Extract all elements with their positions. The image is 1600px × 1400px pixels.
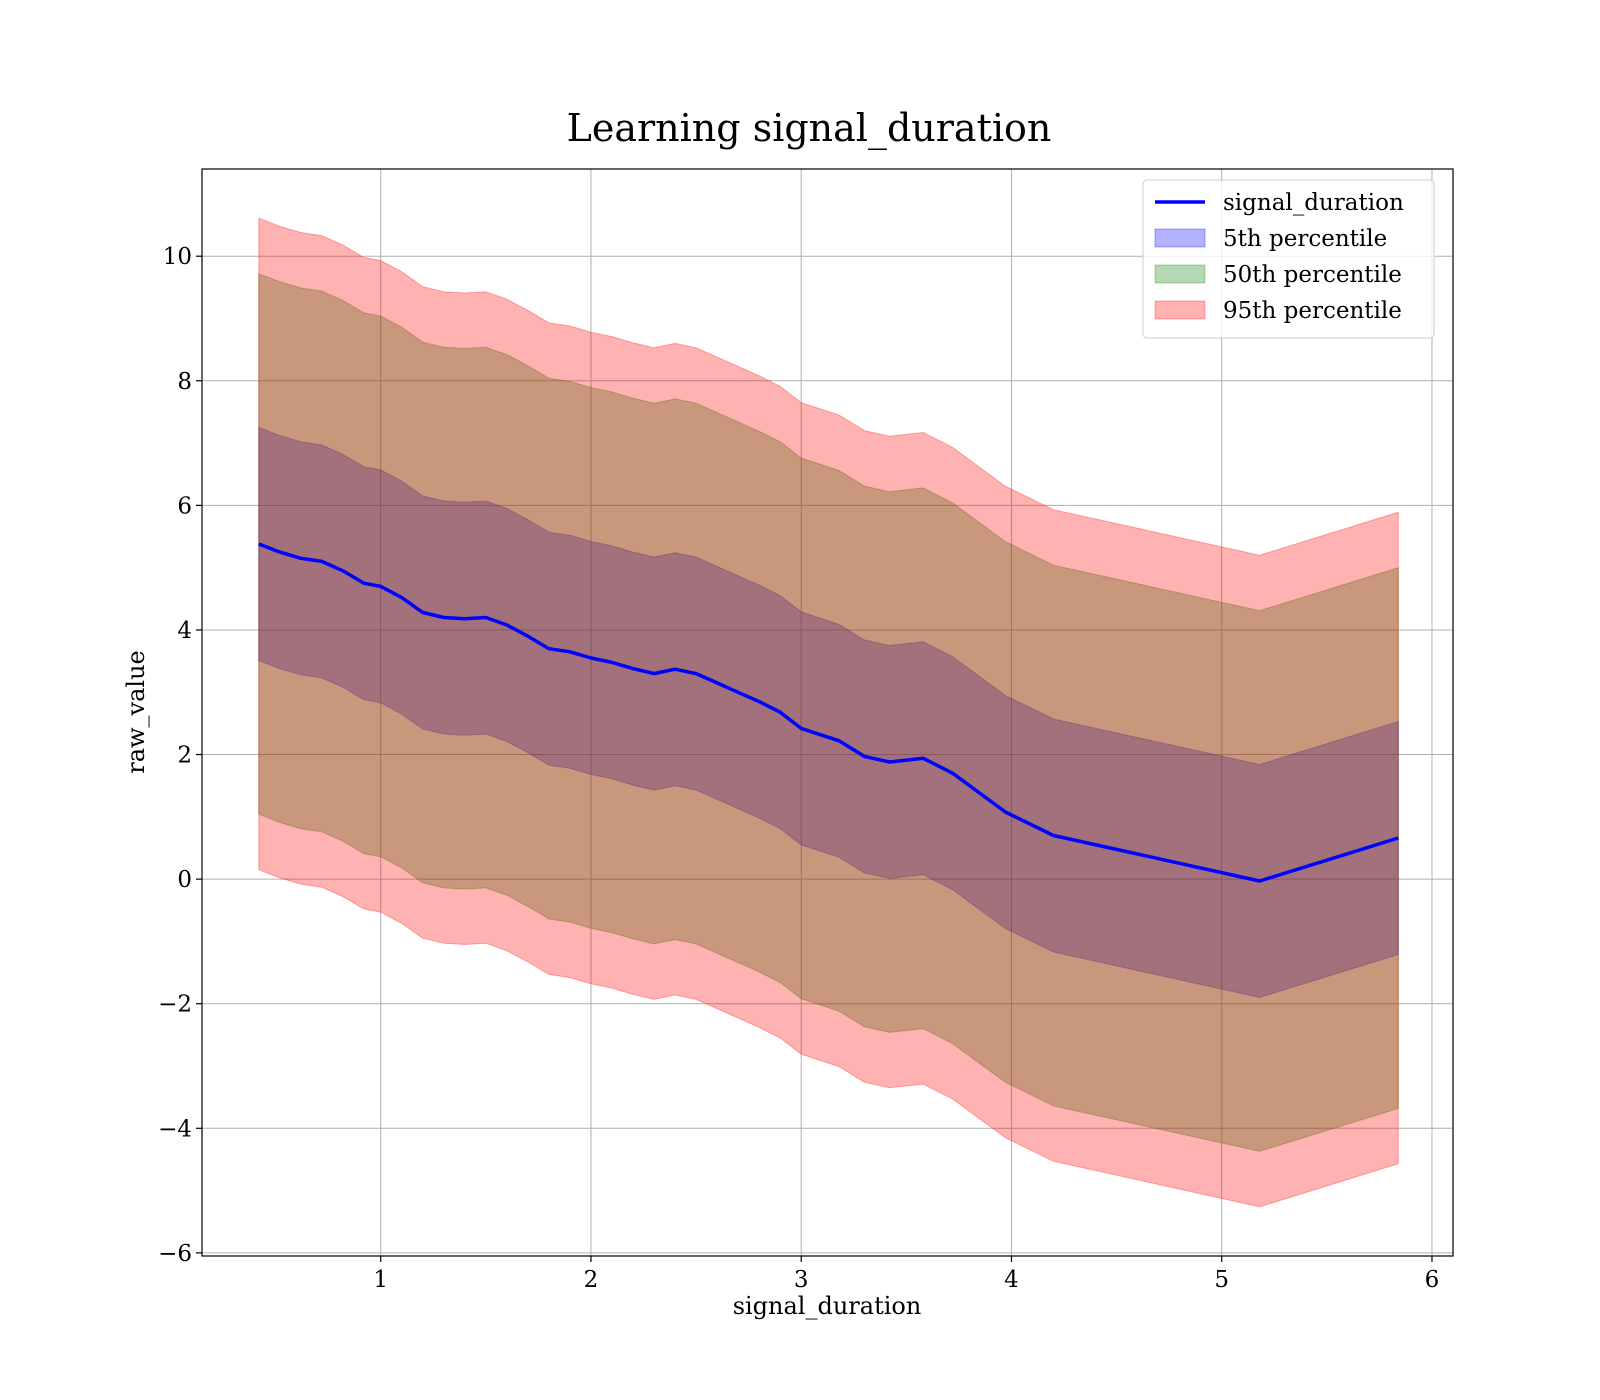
x-axis-label: signal_duration: [733, 1292, 922, 1320]
y-tick-label: 2: [177, 743, 192, 769]
band-50th-percentile: [258, 272, 1399, 1152]
legend-label: 95th percentile: [1223, 298, 1402, 324]
series-lines: [258, 542, 1399, 883]
chart-title: Learning signal_duration: [567, 106, 1052, 151]
legend-swatch: [1154, 228, 1206, 248]
x-tick-label: 2: [584, 1267, 599, 1293]
x-tick-label: 1: [373, 1267, 388, 1293]
legend-swatch: [1154, 300, 1206, 320]
x-tick-label: 5: [1214, 1267, 1229, 1293]
band-95th-percentile: [258, 217, 1399, 1208]
y-axis: −6 −4 −2 0 2 4 6 8 10: [158, 244, 202, 1267]
legend-label: 5th percentile: [1223, 226, 1387, 252]
band-5th-percentile: [258, 426, 1399, 999]
y-tick-label: −6: [158, 1241, 192, 1267]
legend-frame: [1142, 179, 1435, 339]
plot-frame: [201, 168, 1454, 1257]
y-axis-label: raw_value: [122, 650, 150, 774]
y-tick-label: 6: [177, 493, 192, 519]
x-axis: 1 2 3 4 5 6: [373, 1256, 1439, 1293]
legend: signal_duration 5th percentile 50th percen…: [1142, 179, 1435, 339]
y-tick-label: 10: [163, 244, 192, 270]
x-tick-label: 3: [794, 1267, 809, 1293]
legend-swatch: [1154, 264, 1206, 284]
y-tick-label: 8: [177, 369, 192, 395]
y-tick-label: 0: [177, 867, 192, 893]
series-line-signal-duration: [258, 542, 1399, 883]
legend-label: signal_duration: [1223, 190, 1404, 216]
x-tick-label: 4: [1004, 1267, 1019, 1293]
legend-label: 50th percentile: [1223, 262, 1402, 288]
x-tick-label: 6: [1425, 1267, 1440, 1293]
percentile-bands: [258, 217, 1399, 1208]
y-tick-label: −2: [158, 992, 192, 1018]
y-tick-label: −4: [158, 1116, 192, 1142]
y-tick-label: 4: [177, 618, 192, 644]
